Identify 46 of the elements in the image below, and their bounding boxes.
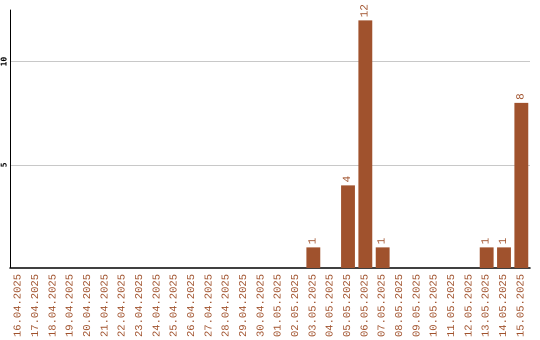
x-tick-label: 02.05.2025 bbox=[290, 274, 302, 338]
x-tick-label: 27.04.2025 bbox=[203, 274, 216, 338]
x-tick-label: 20.04.2025 bbox=[82, 274, 94, 338]
x-tick-label: 24.04.2025 bbox=[151, 274, 164, 338]
x-tick-label: 12.05.2025 bbox=[463, 274, 476, 338]
y-tick-label: 10 bbox=[0, 56, 8, 66]
x-tick-label: 21.04.2025 bbox=[99, 274, 112, 338]
x-tick-label: 08.05.2025 bbox=[394, 274, 406, 338]
data-label: 12 bbox=[359, 4, 372, 18]
x-tick-label: 03.05.2025 bbox=[307, 274, 320, 338]
x-tick-label: 28.04.2025 bbox=[220, 274, 233, 338]
x-tick-label: 23.04.2025 bbox=[134, 274, 146, 338]
data-label: 4 bbox=[342, 175, 354, 182]
x-tick-label: 04.05.2025 bbox=[324, 274, 337, 338]
x-tick-label: 25.04.2025 bbox=[168, 274, 181, 338]
bar bbox=[358, 20, 372, 268]
x-tick-label: 22.04.2025 bbox=[116, 274, 129, 338]
x-tick-label: 01.05.2025 bbox=[272, 274, 285, 338]
data-label: 1 bbox=[307, 237, 320, 244]
x-tick-label: 16.04.2025 bbox=[12, 274, 25, 338]
x-tick-label: 05.05.2025 bbox=[342, 274, 354, 338]
x-tick-label: 29.04.2025 bbox=[238, 274, 250, 338]
x-tick-label: 18.04.2025 bbox=[47, 274, 60, 338]
x-tick-label: 19.04.2025 bbox=[64, 274, 77, 338]
data-label: 1 bbox=[498, 237, 510, 244]
x-tick-label: 09.05.2025 bbox=[411, 274, 424, 338]
y-tick-label: 5 bbox=[0, 162, 8, 168]
x-tick-label: 10.05.2025 bbox=[428, 274, 441, 338]
x-tick-label: 07.05.2025 bbox=[376, 274, 389, 338]
x-tick-label: 13.05.2025 bbox=[480, 274, 493, 338]
data-label: 8 bbox=[515, 93, 528, 100]
x-tick-label: 15.05.2025 bbox=[515, 274, 528, 338]
x-tick-label: 30.04.2025 bbox=[255, 274, 268, 338]
x-tick-label: 17.04.2025 bbox=[30, 274, 42, 338]
bar bbox=[376, 247, 390, 268]
bar bbox=[341, 185, 355, 268]
bar bbox=[514, 102, 528, 268]
x-tick-label: 26.04.2025 bbox=[186, 274, 198, 338]
bar bbox=[306, 247, 320, 268]
data-label: 1 bbox=[480, 237, 493, 244]
data-label: 1 bbox=[376, 237, 389, 244]
x-tick-label: 11.05.2025 bbox=[446, 274, 458, 338]
bar bbox=[480, 247, 494, 268]
bar bbox=[497, 247, 511, 268]
x-tick-label: 06.05.2025 bbox=[359, 274, 372, 338]
x-tick-label: 14.05.2025 bbox=[498, 274, 510, 338]
